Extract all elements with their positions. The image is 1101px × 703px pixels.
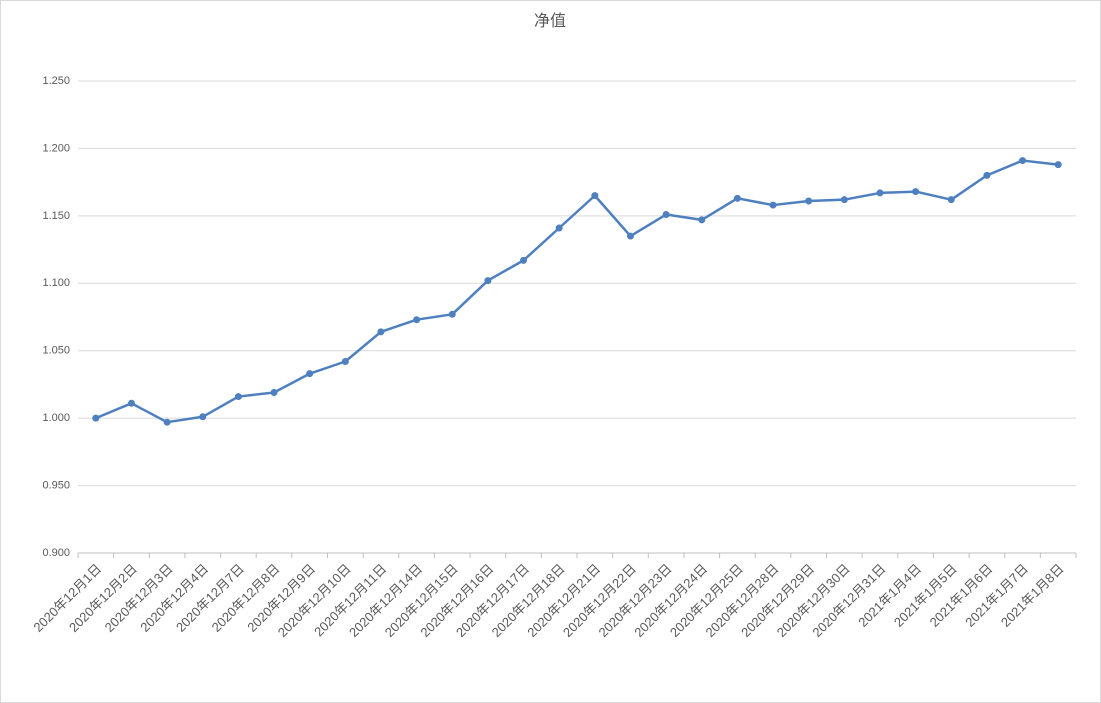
chart-title: 净值 [534,12,566,30]
data-point [1019,157,1027,165]
data-point [876,189,884,197]
data-point [484,277,492,285]
data-point [698,216,706,224]
data-point [520,256,528,264]
data-point [662,211,670,219]
data-point [769,201,777,209]
y-tick-label: 1.100 [42,277,70,289]
data-point [92,414,100,422]
data-point [805,197,813,205]
data-point [626,232,634,240]
data-point [199,413,207,421]
y-tick-label: 1.050 [42,345,70,357]
data-point [912,188,920,196]
data-point [270,389,278,397]
y-tick-label: 1.150 [42,210,70,222]
data-point [947,196,955,204]
data-point [163,418,171,426]
line-series [95,159,1059,424]
data-point [555,224,563,232]
y-tick-label: 1.000 [42,412,70,424]
data-point [1054,161,1062,169]
y-tick-label: 1.200 [42,142,70,154]
y-tick-label: 1.250 [42,75,70,87]
y-tick-label: 0.950 [42,479,70,491]
data-point [413,316,421,324]
data-point [377,328,385,336]
y-tick-label: 0.900 [42,547,70,559]
data-point [591,192,599,200]
data-point [127,399,135,407]
data-point [341,358,349,366]
data-point [234,393,242,401]
data-point [448,310,456,318]
data-point [306,370,314,378]
data-point [733,194,741,202]
data-point [840,196,848,204]
data-point [983,171,991,179]
